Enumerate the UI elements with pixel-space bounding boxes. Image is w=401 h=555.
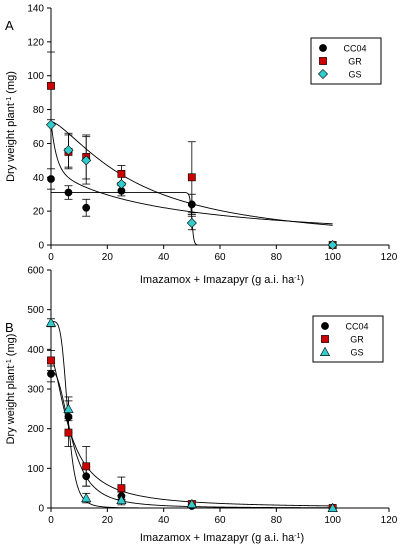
y-tick-label: 60 xyxy=(33,139,45,150)
legend-label-gr: GR xyxy=(348,57,362,67)
x-tick-label: 80 xyxy=(271,515,283,526)
legend-gr-point xyxy=(319,57,327,65)
series-gs-point xyxy=(186,217,197,229)
y-tick-label: 200 xyxy=(27,424,44,435)
chart-panel-a: A 0 20 40 60 80 100 120 140 0 20 40 60 80 100 120 Imazam… xyxy=(5,4,398,287)
y-axis-title: Dry weight plant-1 (mg) xyxy=(5,71,17,182)
series-cc04-point xyxy=(64,188,73,197)
x-tick-label: 40 xyxy=(158,515,170,526)
series-cc04-point xyxy=(187,200,196,209)
y-tick-label: 400 xyxy=(27,345,44,356)
legend-gr-point xyxy=(321,335,329,343)
series-gr-point xyxy=(117,484,126,493)
fit-curve-gs xyxy=(51,321,333,509)
series-cc04-point xyxy=(47,370,55,378)
legend-cc04-point xyxy=(319,44,327,52)
y-tick-label: 0 xyxy=(38,241,44,252)
series-cc04-point xyxy=(47,175,55,183)
x-axis-title: Imazamox + Imazapyr (g a.i. ha-1) xyxy=(140,274,304,286)
x-tick-label: 0 xyxy=(48,252,54,263)
series-gr-point xyxy=(117,170,126,178)
x-tick-label: 80 xyxy=(271,252,283,263)
series-gs-point xyxy=(186,498,197,509)
x-tick-label: 100 xyxy=(324,252,341,263)
x-tick-label: 40 xyxy=(158,252,170,263)
x-tick-label: 120 xyxy=(381,515,398,526)
x-tick-label: 0 xyxy=(48,515,54,526)
series-gs-point xyxy=(327,502,338,512)
y-tick-label: 140 xyxy=(27,4,44,15)
series-gs-point xyxy=(63,403,74,413)
series-gr-point xyxy=(64,428,73,437)
series-gr-point xyxy=(47,356,55,365)
series-gr-point xyxy=(47,81,55,90)
y-tick-label: 40 xyxy=(33,173,45,184)
y-tick-label: 100 xyxy=(27,71,44,82)
x-tick-label: 60 xyxy=(214,252,226,263)
legend-label-cc04: CC04 xyxy=(343,44,366,54)
series-gr-point xyxy=(187,173,196,182)
series-gs-point xyxy=(81,492,92,503)
series-gs-point xyxy=(45,317,57,327)
series-gs-point xyxy=(116,494,127,505)
fit-curve-gr xyxy=(50,356,333,507)
series-cc04-point xyxy=(64,412,73,421)
series-gs-point xyxy=(116,179,127,190)
legend-cc04-point xyxy=(321,322,329,330)
y-tick-label: 500 xyxy=(27,305,44,316)
x-tick-label: 60 xyxy=(214,515,226,526)
y-tick-label: 120 xyxy=(27,37,44,48)
x-tick-label: 20 xyxy=(102,252,114,263)
x-tick-label: 100 xyxy=(324,515,341,526)
series-gs-point xyxy=(81,155,92,166)
y-tick-label: 20 xyxy=(33,207,45,218)
y-tick-label: 300 xyxy=(27,385,44,396)
chart-panel-b: B 0 100 200 300 400 500 600 0 20 40 60 80 100 120 Imaza… xyxy=(5,266,398,545)
series-cc04-point xyxy=(82,203,91,212)
series-gs-point xyxy=(63,145,74,156)
x-tick-label: 120 xyxy=(381,252,398,263)
y-tick-label: 100 xyxy=(27,464,44,475)
legend-label-cc04: CC04 xyxy=(345,322,368,332)
legend-gs-point xyxy=(317,68,329,80)
y-tick-label: 80 xyxy=(33,105,45,116)
series-gs-point xyxy=(45,119,57,130)
fit-curve-cc04 xyxy=(50,370,333,509)
legend-label-gs: GS xyxy=(350,348,363,358)
x-tick-label: 20 xyxy=(102,515,114,526)
series-cc04-point xyxy=(82,472,91,481)
y-tick-label: 0 xyxy=(38,504,44,515)
series-gr-point xyxy=(82,462,91,471)
y-axis-title: Dry weight plant-1 (mg) xyxy=(5,334,17,445)
series-gs-point xyxy=(327,239,338,251)
x-axis-title: Imazamox + Imazapyr (g a.i. ha-1) xyxy=(140,532,304,544)
legend-label-gs: GS xyxy=(348,70,361,80)
panel-label: B xyxy=(5,320,14,335)
legend-gs-point xyxy=(319,346,331,356)
legend-label-gr: GR xyxy=(350,335,364,345)
y-tick-label: 600 xyxy=(27,266,44,277)
panel-label: A xyxy=(5,18,14,33)
